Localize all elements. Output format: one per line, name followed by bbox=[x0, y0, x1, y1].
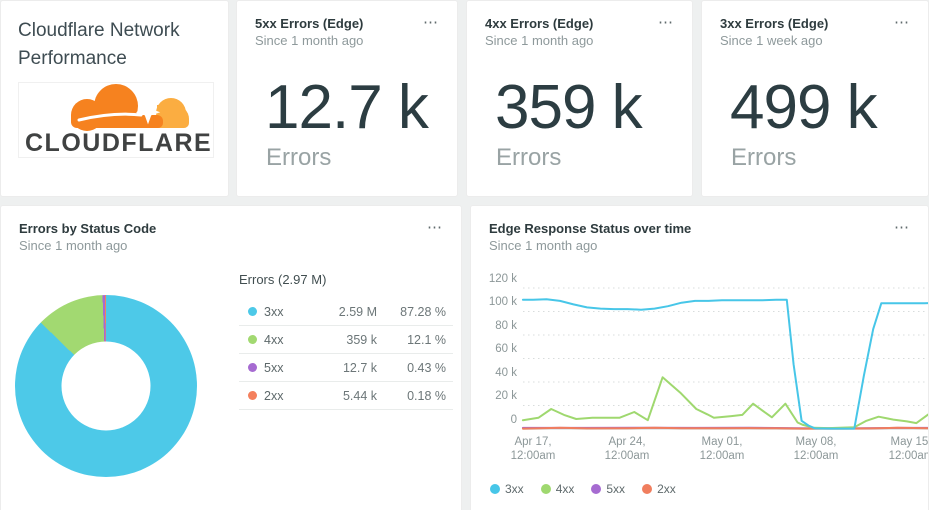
metric-value: 12.7 k bbox=[265, 73, 429, 142]
cloudflare-cloud-icon bbox=[71, 84, 189, 131]
x-tick-time: 12:00am bbox=[699, 450, 745, 462]
x-tick-date: May 01, bbox=[701, 436, 743, 448]
card-menu-icon[interactable]: ⋯ bbox=[894, 219, 910, 236]
series-color-dot bbox=[490, 484, 500, 494]
card-title: Errors by Status Code bbox=[19, 221, 157, 236]
x-tick-date: Apr 17, bbox=[514, 436, 552, 448]
series-label: 2xx bbox=[264, 388, 284, 403]
card-subtitle: Since 1 month ago bbox=[255, 33, 364, 48]
table-row: 2xx 5.44 k 0.18 % bbox=[239, 382, 453, 410]
time-chart-legend: 3xx 4xx 5xx 2xx bbox=[490, 482, 693, 496]
pie-table-header: Errors (2.97 M) bbox=[239, 272, 327, 287]
line-chart-svg bbox=[521, 287, 928, 430]
x-axis-tick: Apr 24, 12:00am bbox=[595, 435, 659, 463]
series-label: 5xx bbox=[264, 360, 284, 375]
legend-item[interactable]: 3xx bbox=[490, 482, 524, 496]
x-tick-date: May 08, bbox=[795, 436, 837, 448]
card-menu-icon[interactable]: ⋯ bbox=[423, 14, 439, 31]
series-color-dot bbox=[248, 363, 257, 372]
series-label: 3xx bbox=[505, 482, 524, 496]
series-percent: 87.28 % bbox=[400, 304, 446, 319]
table-row: 4xx 359 k 12.1 % bbox=[239, 326, 453, 354]
series-label: 4xx bbox=[555, 482, 575, 496]
x-tick-time: 12:00am bbox=[604, 450, 650, 462]
series-percent: 12.1 % bbox=[407, 332, 446, 347]
card-menu-icon[interactable]: ⋯ bbox=[658, 14, 674, 31]
dashboard-title-line1: Cloudflare Network bbox=[18, 20, 180, 41]
cloudflare-logo-wordmark: CLOUDFLARE’ bbox=[25, 129, 213, 157]
y-axis-tick: 0 bbox=[510, 414, 517, 426]
metric-value: 499 k bbox=[730, 73, 878, 142]
series-label: 4xx bbox=[264, 332, 284, 347]
card-menu-icon[interactable]: ⋯ bbox=[894, 14, 910, 31]
table-row: 3xx 2.59 M 87.28 % bbox=[239, 298, 453, 326]
pie-card: Errors by Status Code Since 1 month ago … bbox=[0, 205, 462, 510]
card-subtitle: Since 1 month ago bbox=[19, 238, 128, 253]
card-title: Edge Response Status over time bbox=[489, 221, 692, 236]
card-menu-icon[interactable]: ⋯ bbox=[427, 219, 443, 236]
legend-item[interactable]: 2xx bbox=[642, 482, 676, 496]
table-row: 5xx 12.7 k 0.43 % bbox=[239, 354, 453, 382]
cloudflare-logo-image: CLOUDFLARE’ bbox=[25, 84, 216, 157]
time-chart-card: Edge Response Status over time Since 1 m… bbox=[470, 205, 929, 510]
card-subtitle: Since 1 week ago bbox=[720, 33, 823, 48]
x-axis-tick: May 15, 12:00am bbox=[879, 435, 929, 463]
series-value: 359 k bbox=[346, 332, 377, 347]
x-tick-time: 12:00am bbox=[510, 450, 556, 462]
series-color-dot bbox=[248, 335, 257, 344]
y-axis-tick: 60 k bbox=[495, 343, 517, 355]
x-tick-date: Apr 24, bbox=[608, 436, 646, 448]
y-axis-tick: 80 k bbox=[495, 320, 517, 332]
brand-card: Cloudflare Network Performance C bbox=[0, 0, 229, 197]
legend-item[interactable]: 5xx bbox=[591, 482, 625, 496]
metric-card-5xx: 5xx Errors (Edge) Since 1 month ago ⋯ 12… bbox=[236, 0, 458, 197]
dashboard-title-line2: Performance bbox=[18, 48, 127, 69]
card-title: 3xx Errors (Edge) bbox=[720, 16, 829, 31]
metric-value: 359 k bbox=[495, 73, 643, 142]
donut-chart bbox=[15, 295, 197, 477]
card-title: 5xx Errors (Edge) bbox=[255, 16, 364, 31]
x-tick-time: 12:00am bbox=[793, 450, 839, 462]
series-color-dot bbox=[591, 484, 602, 494]
card-subtitle: Since 1 month ago bbox=[489, 238, 598, 253]
card-title: 4xx Errors (Edge) bbox=[485, 16, 594, 31]
x-axis-tick: May 08, 12:00am bbox=[784, 435, 848, 463]
series-color-dot bbox=[540, 484, 551, 494]
series-color-dot bbox=[248, 391, 257, 400]
metric-unit: Errors bbox=[496, 144, 562, 171]
series-percent: 0.18 % bbox=[407, 388, 446, 403]
x-tick-time: 12:00am bbox=[888, 450, 929, 462]
series-value: 2.59 M bbox=[338, 304, 377, 319]
metric-card-3xx: 3xx Errors (Edge) Since 1 week ago ⋯ 499… bbox=[701, 0, 929, 197]
series-color-dot bbox=[642, 484, 653, 494]
series-value: 5.44 k bbox=[342, 388, 377, 403]
y-axis-tick: 120 k bbox=[488, 273, 517, 285]
x-tick-date: May 15, bbox=[890, 436, 929, 448]
metric-card-4xx: 4xx Errors (Edge) Since 1 month ago ⋯ 35… bbox=[466, 0, 693, 197]
series-label: 2xx bbox=[657, 482, 676, 496]
y-axis-tick: 20 k bbox=[495, 390, 517, 402]
series-percent: 0.43 % bbox=[407, 360, 446, 375]
x-axis-tick: Apr 17, 12:00am bbox=[501, 435, 565, 463]
metric-unit: Errors bbox=[731, 144, 797, 171]
dashboard-title: Cloudflare Network Performance bbox=[18, 17, 211, 73]
series-value: 12.7 k bbox=[342, 360, 377, 375]
series-label: 3xx bbox=[264, 304, 284, 319]
y-axis-tick: 40 k bbox=[495, 367, 517, 379]
series-label: 5xx bbox=[606, 482, 626, 496]
cloudflare-logo: CLOUDFLARE’ bbox=[18, 82, 216, 158]
metric-unit: Errors bbox=[266, 144, 332, 171]
card-subtitle: Since 1 month ago bbox=[485, 33, 594, 48]
series-color-dot bbox=[248, 307, 257, 316]
donut-chart-hole bbox=[61, 341, 151, 431]
x-axis-tick: May 01, 12:00am bbox=[690, 435, 754, 463]
y-axis-tick: 100 k bbox=[488, 296, 517, 308]
legend-item[interactable]: 4xx bbox=[540, 482, 575, 496]
pie-legend-table: Errors (2.97 M) 3xx 2.59 M 87.28 % 4xx 3… bbox=[239, 272, 453, 410]
